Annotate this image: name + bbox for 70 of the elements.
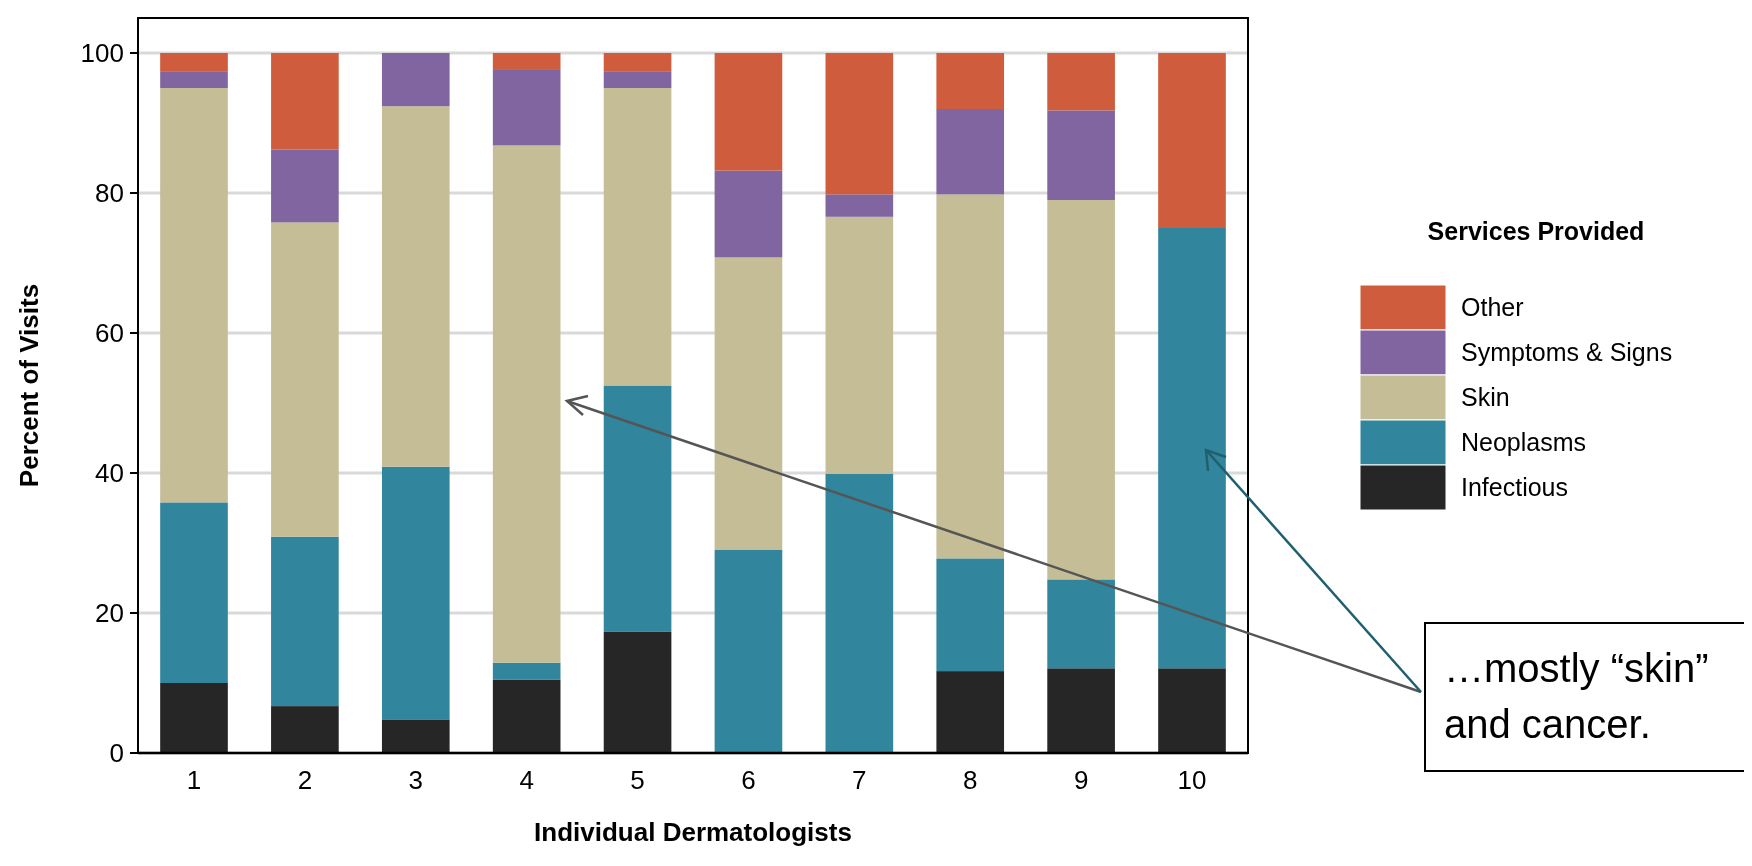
bar (492, 679, 561, 753)
bar (714, 170, 783, 258)
bar (492, 662, 561, 680)
bar (825, 194, 894, 217)
bar (936, 194, 1005, 559)
x-tick-label: 10 (1177, 765, 1207, 795)
bar (381, 53, 450, 107)
bar (271, 149, 339, 223)
bar (603, 385, 672, 632)
bar (714, 53, 783, 171)
bar (381, 719, 450, 753)
bar (1158, 53, 1226, 228)
legend-label: Skin (1461, 383, 1510, 412)
bar (1047, 579, 1115, 669)
bar (1047, 110, 1115, 200)
x-tick-label: 3 (408, 765, 424, 795)
bar (1047, 200, 1115, 580)
y-tick-label: 40 (95, 458, 124, 489)
x-tick-label: 5 (630, 765, 645, 795)
bar (603, 71, 672, 88)
legend-title: Services Provided (1427, 217, 1645, 245)
y-axis-title: Percent of Visits (14, 283, 44, 488)
bar (825, 53, 894, 195)
bar (825, 473, 894, 753)
y-tick-label: 20 (95, 598, 124, 629)
bar (825, 216, 894, 474)
y-tick-label: 60 (95, 318, 124, 349)
text: …mostly “skin” and cancer. (1444, 646, 1709, 746)
bar (271, 53, 339, 150)
bar (1047, 53, 1115, 111)
bar (1158, 228, 1226, 669)
bar (603, 53, 672, 72)
bar (714, 550, 783, 753)
y-tick-label: 80 (95, 178, 124, 209)
legend-label: Neoplasms (1461, 428, 1587, 457)
bar (492, 53, 561, 70)
x-tick-label: 7 (852, 765, 867, 795)
bar (936, 109, 1005, 195)
bar (160, 502, 228, 683)
x-tick-label: 8 (962, 765, 978, 795)
x-tick-label: 1 (186, 765, 202, 795)
bar (160, 71, 228, 88)
bar (936, 671, 1005, 753)
y-tick-label: 100 (80, 38, 124, 69)
bar (381, 466, 450, 720)
x-tick-label: 9 (1073, 765, 1089, 795)
bar (936, 558, 1005, 672)
bar (603, 631, 672, 753)
legend-label: Symptoms & Signs (1461, 338, 1673, 367)
y-tick-label: 0 (109, 738, 124, 769)
bar (271, 536, 339, 707)
bar (271, 706, 339, 753)
bar (1158, 668, 1226, 753)
x-tick-label: 6 (741, 765, 756, 795)
x-tick-label: 2 (297, 765, 313, 795)
bar (160, 53, 228, 72)
bar (603, 88, 672, 386)
bar (492, 69, 561, 146)
bar (160, 683, 228, 753)
bar (492, 145, 561, 663)
x-tick-label: 4 (519, 765, 534, 795)
bar (160, 88, 228, 503)
bar (714, 257, 783, 550)
bar (1047, 668, 1115, 753)
x-axis-title: Individual Dermatologists (534, 817, 852, 847)
bar (381, 106, 450, 467)
bar (271, 222, 339, 537)
bar (936, 53, 1005, 109)
legend-label: Infectious (1461, 473, 1569, 502)
legend-label: Other (1461, 293, 1524, 322)
